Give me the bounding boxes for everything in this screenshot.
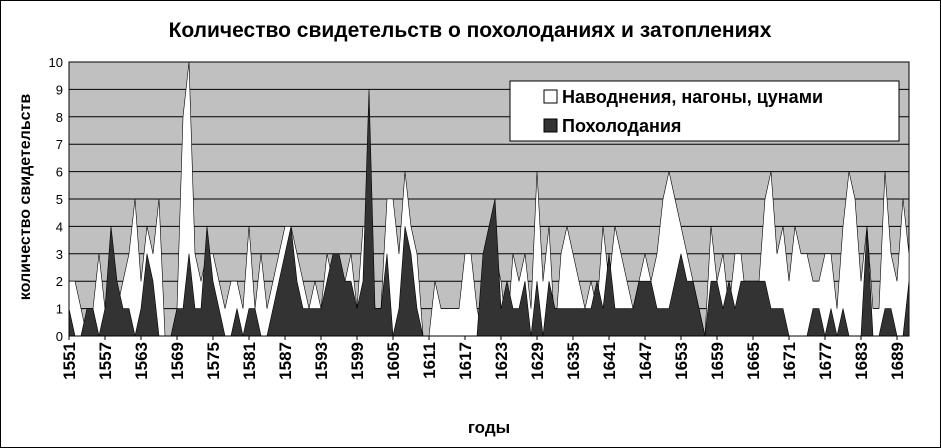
y-axis-label: количество свидетельств [17,94,34,301]
x-tick-label: 1581 [240,342,259,380]
x-tick-label: 1647 [636,342,655,380]
legend: Наводнения, нагоны, цунами Похолодания [509,80,900,142]
x-tick-label: 1587 [276,342,295,380]
legend-swatch-floods [543,89,558,104]
y-tick-label: 6 [56,165,63,180]
x-tick-label: 1593 [312,342,331,380]
x-tick-label: 1635 [564,342,583,380]
x-tick-label: 1551 [60,342,79,380]
x-tick-label: 1575 [204,342,223,380]
x-tick-label: 1623 [492,342,511,380]
x-tick-label: 1659 [708,342,727,380]
legend-box [509,80,900,142]
x-tick-label: 1617 [456,342,475,380]
x-tick-label: 1611 [420,342,439,379]
y-tick-label: 10 [49,55,63,70]
x-tick-labels: 1551 1557 1563 1569 1575 1581 1587 1593 1599 1605… [60,336,907,380]
x-tick-label: 1689 [888,342,907,380]
y-tick-label: 4 [56,219,63,234]
x-tick-label: 1683 [852,342,871,380]
x-axis-label: годы [468,418,510,437]
x-tick-label: 1569 [168,342,187,380]
series-area-1 [68,89,910,337]
y-tick-label: 2 [56,274,63,289]
y-tick-label: 0 [56,329,63,344]
x-tick-label: 1641 [600,342,619,380]
x-tick-label: 1605 [384,342,403,380]
x-tick-label: 1671 [780,342,799,380]
legend-label-floods: Наводнения, нагоны, цунами [562,87,823,107]
x-tick-label: 1629 [528,342,547,380]
y-tick-label: 5 [56,192,63,207]
x-tick-label: 1653 [672,342,691,380]
x-tick-label: 1665 [744,342,763,380]
legend-swatch-cooling [543,118,558,133]
y-tick-label: 3 [56,247,63,262]
y-tick-label: 1 [56,302,63,317]
x-tick-label: 1677 [816,342,835,380]
legend-label-cooling: Похолодания [562,116,681,136]
series-layer [68,61,910,337]
x-tick-label: 1557 [96,342,115,380]
y-tick-labels: 0 1 2 3 4 5 6 7 8 9 10 [49,55,63,344]
y-tick-label: 7 [56,137,63,152]
chart-title: Количество свидетельств о похолоданиях и… [169,19,772,42]
x-tick-label: 1599 [348,342,367,380]
y-tick-label: 9 [56,82,63,97]
x-tick-label: 1563 [132,342,151,380]
y-tick-label: 8 [56,110,63,125]
